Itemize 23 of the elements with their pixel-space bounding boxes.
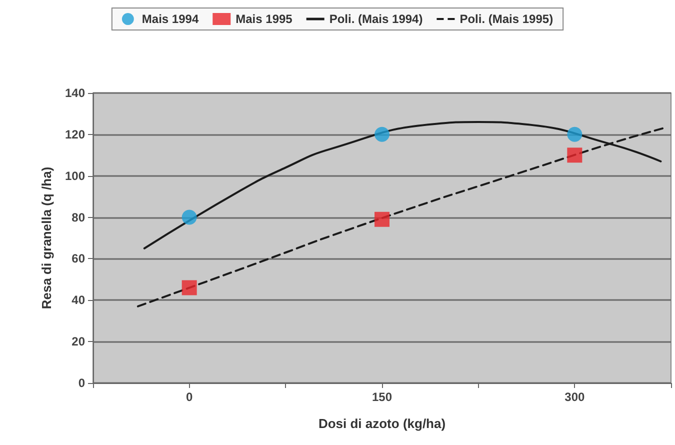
x-tick-label: 150 xyxy=(372,390,392,404)
x-tick-label: 300 xyxy=(564,390,585,404)
point xyxy=(374,126,390,142)
point xyxy=(567,148,582,163)
point xyxy=(567,126,582,142)
x-tick-label: 0 xyxy=(186,390,193,404)
y-axis-title: Resa di granella (q /ha) xyxy=(39,166,54,310)
y-tick-label: 60 xyxy=(72,252,86,266)
y-tick-label: 120 xyxy=(64,127,86,142)
point xyxy=(182,210,197,225)
legend-label: Poli. (Mais 1995) xyxy=(460,12,554,26)
legend-label: Poli. (Mais 1994) xyxy=(329,12,423,26)
y-tick-label: 140 xyxy=(64,86,86,100)
x-axis-title: Dosi di azoto (kg/ha) xyxy=(318,416,446,431)
y-tick-label: 20 xyxy=(72,334,86,349)
y-tick-label: 0 xyxy=(78,376,86,390)
y-tick-label: 40 xyxy=(72,293,86,308)
y-tick-label: 100 xyxy=(64,168,86,183)
legend-label: Mais 1994 xyxy=(142,12,199,26)
y-tick-label: 80 xyxy=(72,210,86,224)
point xyxy=(374,212,390,227)
legend-label: Mais 1995 xyxy=(236,12,293,26)
point xyxy=(182,280,197,296)
